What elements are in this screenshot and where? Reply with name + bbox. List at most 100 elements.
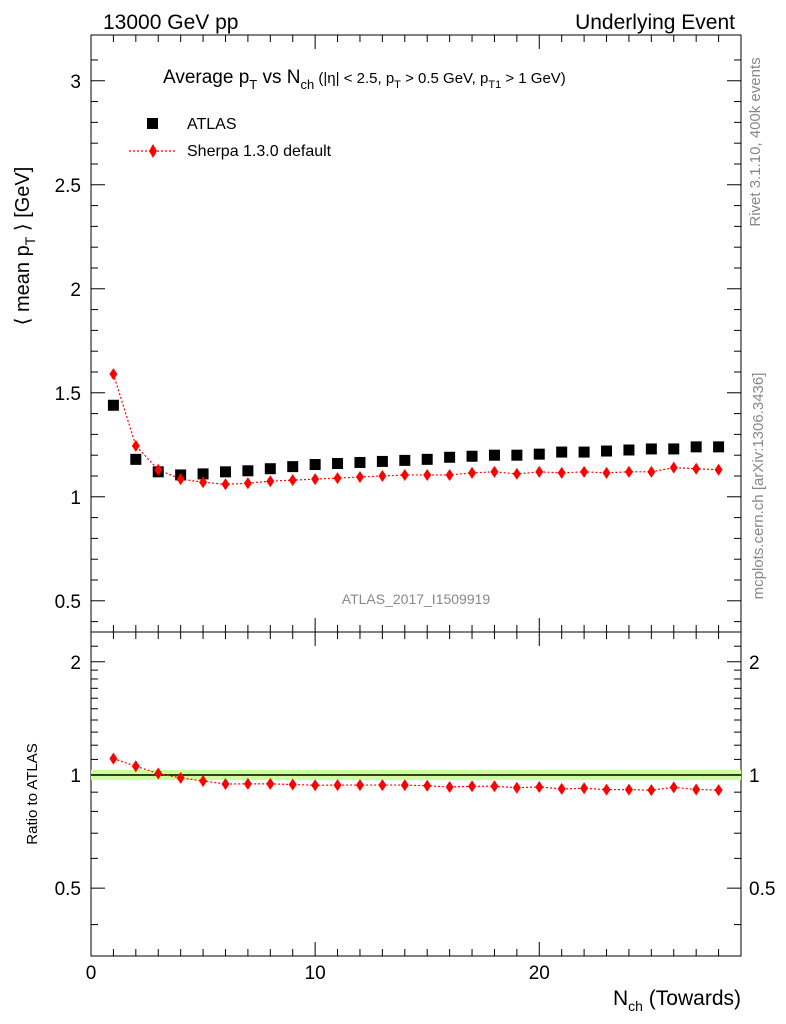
sherpa-point [154,463,163,476]
header-left: 13000 GeV pp [103,11,238,34]
atlas-data-point [219,466,231,478]
atlas-data-point [601,445,613,457]
sherpa-point [490,465,499,478]
atlas-data-point [354,456,366,468]
atlas-data-point [488,449,500,461]
sherpa-point [221,478,230,491]
ratio-y-tick-label-left: 1 [70,766,81,787]
ratio-sherpa-point [490,780,499,793]
sherpa-point [400,468,409,481]
legend: ATLAS Sherpa 1.3.0 default [129,116,332,160]
ratio-plot-frame [90,631,742,957]
ratio-sherpa-point [311,779,320,792]
atlas-data-point [309,459,321,471]
atlas-data-point [107,399,119,411]
main-y-tick-label: 0.5 [55,592,81,613]
ratio-sherpa-point [288,778,297,791]
ratio-y-tick-label-left: 0.5 [55,879,81,900]
sherpa-point [266,475,275,488]
sherpa-point [131,439,140,452]
ratio-sherpa-point [535,780,544,793]
ratio-sherpa-point [131,760,140,773]
ratio-sherpa-point [714,784,723,797]
ratio-sherpa-point [557,782,566,795]
sherpa-point [333,472,342,485]
sherpa-line [112,373,719,485]
ratio-sherpa-point [109,752,118,765]
ratio-sherpa-point [602,783,611,796]
ratio-y-tick-label-left: 2 [70,653,81,674]
sherpa-point [109,368,118,381]
ratio-sherpa-point [266,777,275,790]
plot-title: Average pT vs Nch (|η| < 2.5, pT > 0.5 G… [163,67,566,92]
sherpa-point [535,465,544,478]
atlas-data-point [623,444,635,456]
ratio-sherpa-point [221,778,230,791]
main-y-tick-label: 2 [70,280,81,301]
ratio-sherpa-point [176,771,185,784]
x-tick-label: 0 [86,963,97,984]
ratio-sherpa-point [378,779,387,792]
ratio-sherpa-point [445,780,454,793]
sherpa-point [445,468,454,481]
atlas-data-point [421,453,433,465]
marks-layer [107,368,725,797]
ratio-sherpa-point [468,780,477,793]
atlas-data-point [332,458,344,470]
sherpa-point [557,466,566,479]
ratio-sherpa-point [423,779,432,792]
atlas-data-point [690,441,702,453]
ratio-sherpa-point [580,782,589,795]
analysis-watermark: ATLAS_2017_I1509919 [342,591,491,607]
sherpa-point [311,473,320,486]
sherpa-point [512,467,521,480]
header-right: Underlying Event [575,11,735,34]
ratio-sherpa-point [512,781,521,794]
atlas-data-point [287,461,299,473]
ratio-y-tick-label-right: 2 [749,653,760,674]
atlas-data-point [511,449,523,461]
main-y-axis-label: ⟨ mean pT ⟩ [GeV] [12,167,38,326]
ratio-sherpa-point [624,783,633,796]
sherpa-point [602,466,611,479]
atlas-data-point [130,453,142,465]
legend-label-sherpa: Sherpa 1.3.0 default [187,143,332,160]
ratio-y-tick-label-right: 0.5 [749,879,775,900]
legend-marker-atlas [147,118,158,129]
sherpa-point [580,465,589,478]
main-y-tick-label: 3 [70,72,81,93]
sherpa-point [624,465,633,478]
rivet-version-label: Rivet 3.1.10, 400k events [747,57,764,226]
atlas-data-point [466,450,478,462]
sherpa-point [423,468,432,481]
x-axis-label: Nch (Towards) [613,987,741,1014]
main-y-tick-label: 2.5 [55,176,81,197]
axes-layer: 0.5 1 1.5 2 2.5 3 0 10 20 0.5 0.5 1 1 2 2 [55,35,775,984]
legend-label-atlas: ATLAS [187,116,237,133]
sherpa-point [669,461,678,474]
sherpa-point [288,474,297,487]
ratio-sherpa-point [154,767,163,780]
atlas-data-point [713,441,725,453]
sherpa-point [243,477,252,490]
ratio-y-axis-label: Ratio to ATLAS [24,743,41,844]
ratio-sherpa-point [692,783,701,796]
atlas-data-point [578,446,590,458]
atlas-data-point [242,465,254,477]
atlas-data-point [197,468,209,480]
atlas-data-point [556,446,568,458]
ratio-sherpa-point [355,779,364,792]
ratio-sherpa-point [400,779,409,792]
atlas-data-point [645,443,657,455]
mcplots-reference-label: mcplots.cern.ch [arXiv:1306.3436] [750,373,767,600]
sherpa-point [378,469,387,482]
atlas-data-point [376,455,388,467]
legend-marker-sherpa [149,144,157,158]
sherpa-point [692,462,701,475]
sherpa-point [176,473,185,486]
ratio-sherpa-point [243,777,252,790]
atlas-data-point [399,454,411,466]
sherpa-point [468,466,477,479]
atlas-data-point [668,443,680,455]
